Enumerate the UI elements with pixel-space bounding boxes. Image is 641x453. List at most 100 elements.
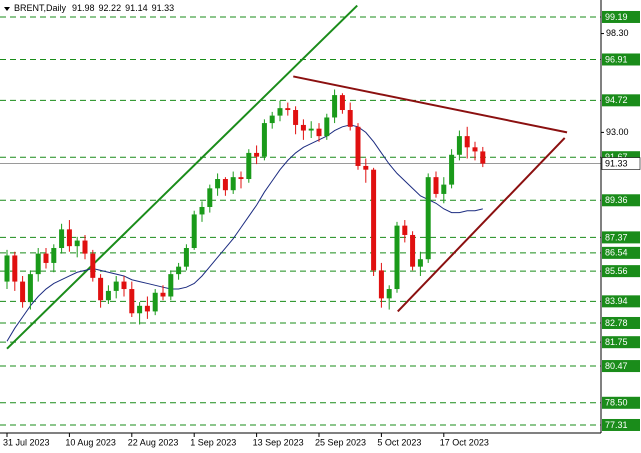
candle-body	[425, 177, 431, 260]
level-label: 82.78	[605, 318, 628, 328]
x-tick-label: 5 Oct 2023	[377, 437, 421, 447]
candle-body	[402, 225, 408, 235]
level-label-box	[602, 246, 640, 259]
candle-body	[386, 289, 392, 299]
trendline	[293, 75, 568, 134]
candle-body	[74, 240, 80, 247]
candle-body	[417, 259, 423, 267]
candle-body	[215, 179, 221, 189]
candle-body	[230, 177, 236, 191]
candle-body	[324, 117, 330, 137]
header-high: 92.22	[99, 3, 122, 13]
candle-body	[300, 124, 306, 131]
level-label-box	[602, 396, 640, 409]
candle-body	[168, 274, 174, 297]
candle-body	[293, 110, 299, 125]
candle-body	[433, 177, 439, 194]
level-label: 91.67	[605, 152, 628, 162]
level-label: 83.94	[605, 296, 628, 306]
level-label-box	[602, 418, 640, 431]
candle-body	[121, 281, 127, 290]
level-label-box	[602, 10, 640, 23]
level-label-box	[602, 94, 640, 107]
x-tick-label: 22 Aug 2023	[128, 437, 179, 447]
header-open: 91.98	[72, 3, 95, 13]
candle-body	[449, 154, 455, 185]
level-label: 77.31	[605, 420, 628, 430]
candle-body	[285, 108, 291, 111]
candle-body	[199, 206, 205, 215]
candle-body	[339, 95, 345, 111]
candle-body	[371, 169, 377, 271]
candle-body	[98, 277, 104, 301]
candle-body	[27, 274, 33, 303]
candle-body	[43, 253, 49, 263]
candle-body	[66, 229, 72, 247]
x-tick-label: 31 Jul 2023	[3, 437, 50, 447]
candle-body	[12, 255, 18, 282]
level-label-box	[602, 336, 640, 349]
candle-body	[332, 95, 338, 118]
level-label: 99.19	[605, 12, 628, 22]
candle-body	[410, 234, 416, 267]
candle-body	[51, 248, 57, 263]
candle-body	[59, 229, 65, 249]
candle-body	[222, 179, 228, 191]
plot-area	[0, 4, 601, 426]
candle-body	[261, 123, 267, 157]
candle-body	[113, 281, 119, 291]
x-tick-label: 1 Sep 2023	[190, 437, 236, 447]
candle-body	[464, 136, 470, 148]
trendline	[397, 137, 566, 313]
chart-title: BRENT,Daily	[14, 3, 67, 13]
trendline	[6, 4, 358, 350]
candle-body	[35, 253, 41, 275]
candle-body	[472, 147, 478, 152]
level-label: 80.47	[605, 361, 628, 371]
candle-body	[152, 292, 158, 312]
level-label: 86.54	[605, 248, 628, 258]
candle-body	[480, 151, 486, 164]
level-label: 94.72	[605, 95, 628, 105]
candle-body	[90, 253, 96, 278]
candle-body	[137, 305, 143, 314]
level-label: 85.56	[605, 266, 628, 276]
candle-body	[363, 165, 369, 170]
current-price-label: 91.33	[605, 158, 628, 168]
level-label: 78.50	[605, 398, 628, 408]
level-label-box	[602, 360, 640, 373]
chart-header: BRENT,Daily 91.98 92.22 91.14 91.33	[14, 3, 174, 13]
candle-body	[308, 128, 314, 131]
level-label-box	[602, 194, 640, 207]
symbol-menu-icon[interactable]	[4, 7, 10, 11]
level-label: 87.37	[605, 232, 628, 242]
candle-body	[347, 110, 353, 127]
candle-body	[82, 240, 88, 254]
candle-body	[254, 152, 260, 157]
candle-body	[316, 128, 322, 137]
candle-body	[160, 292, 166, 297]
candle-body	[191, 214, 197, 249]
level-label-box	[602, 53, 640, 66]
candle-body	[207, 188, 213, 207]
candle-body	[246, 152, 252, 180]
candle-body	[144, 305, 150, 312]
x-tick-label: 25 Sep 2023	[315, 437, 366, 447]
candle-body	[394, 225, 400, 290]
x-tick-label: 13 Sep 2023	[253, 437, 304, 447]
candle-body	[238, 177, 244, 180]
moving-average	[6, 124, 483, 342]
x-tick-label: 10 Aug 2023	[65, 437, 116, 447]
candle-body	[355, 126, 361, 166]
level-label-box	[602, 265, 640, 278]
candle-body	[4, 255, 10, 282]
level-label: 81.75	[605, 337, 628, 347]
candle-body	[176, 266, 182, 275]
candle-body	[183, 248, 189, 267]
candle-body	[129, 289, 135, 314]
level-label: 96.91	[605, 54, 628, 64]
candle-body	[378, 270, 384, 299]
x-tick-label: 17 Oct 2023	[440, 437, 489, 447]
